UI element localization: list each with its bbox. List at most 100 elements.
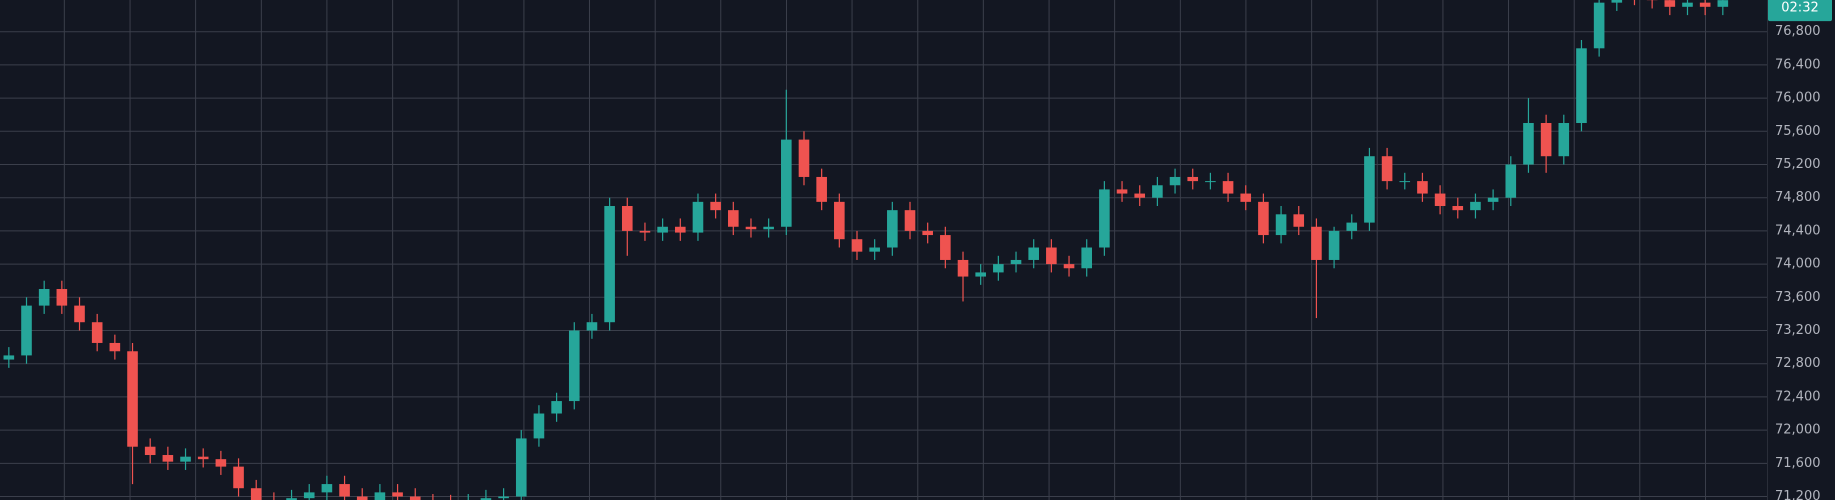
y-tick-label: 76,000 (1775, 91, 1821, 106)
candle-body (657, 226, 668, 233)
candle-body (38, 289, 50, 306)
candle-body (127, 351, 138, 447)
candle-body (887, 210, 898, 248)
y-tick-label: 73,200 (1775, 323, 1821, 338)
current-price-box (1768, 0, 1832, 22)
countdown-label: 02:32 (1781, 1, 1818, 16)
candle-body (1081, 247, 1093, 269)
candle-body (1558, 123, 1570, 157)
candle-body (1381, 156, 1393, 182)
y-tick-label: 75,200 (1775, 157, 1821, 172)
candle-body (1346, 222, 1358, 231)
candle-body (321, 484, 333, 493)
candle-body (1293, 214, 1305, 227)
candle-body (3, 355, 15, 360)
y-tick-label: 73,600 (1775, 290, 1821, 305)
candle-body (1523, 123, 1534, 165)
candle-body (480, 498, 492, 500)
candle-body (1311, 226, 1322, 260)
candle-body (1593, 2, 1605, 49)
candle-body (922, 230, 933, 236)
y-tick-label: 74,400 (1775, 223, 1821, 238)
candle-body (144, 446, 156, 456)
candle-body (392, 492, 403, 497)
candle-body (1611, 0, 1623, 3)
candle-body (1417, 181, 1428, 194)
candle-body (745, 226, 757, 230)
candle-body (1470, 201, 1481, 211)
candle-body (728, 210, 739, 227)
candle-body (710, 201, 721, 211)
candle-body (1222, 181, 1234, 194)
candle-body (639, 230, 651, 233)
candle-body (1240, 193, 1252, 202)
candle-body (551, 401, 562, 414)
candle-body (74, 305, 85, 323)
candle-body (1134, 193, 1146, 198)
y-tick-label: 74,000 (1775, 257, 1821, 272)
candle-body (21, 305, 32, 356)
candle-body (1099, 189, 1110, 248)
candle-body (233, 466, 244, 489)
candle-body (1152, 185, 1163, 198)
candle-body (1576, 48, 1587, 124)
candle-body (1205, 181, 1216, 183)
candle-body (1699, 2, 1711, 7)
candle-body (498, 496, 509, 499)
candle-body (1046, 247, 1057, 265)
candle-body (1169, 176, 1181, 186)
candle-body (621, 206, 633, 231)
candle-body (993, 264, 1004, 273)
y-tick-label: 76,400 (1775, 57, 1821, 72)
candle-body (56, 289, 68, 306)
candle-body (1275, 214, 1287, 236)
candle-body (975, 272, 986, 277)
candle-body (515, 438, 527, 497)
candle-body (1028, 247, 1039, 260)
candle-body (940, 235, 951, 260)
y-tick-label: 74,800 (1775, 190, 1821, 205)
candle-body (1505, 164, 1517, 198)
candle-body (303, 492, 315, 499)
candle-body (834, 201, 845, 240)
candle-body (1364, 156, 1375, 223)
candle-body (1116, 189, 1128, 194)
candle-body (1010, 259, 1022, 265)
candle-body (533, 413, 545, 439)
candle-body (816, 176, 827, 202)
y-tick-label: 72,800 (1775, 356, 1821, 371)
candle-body (1682, 2, 1693, 7)
candle-body (409, 496, 421, 500)
candle-body (1258, 201, 1269, 236)
candle-body (1187, 176, 1199, 182)
candle-body (162, 455, 174, 462)
candle-body (1399, 181, 1411, 183)
candle-body (374, 492, 386, 500)
candle-body (286, 498, 297, 500)
candle-body (851, 239, 863, 252)
candle-body (763, 226, 774, 230)
y-tick-label: 72,400 (1775, 389, 1821, 404)
candle-body (1434, 193, 1446, 207)
candle-body (692, 201, 704, 233)
y-tick-label: 71,200 (1775, 489, 1821, 500)
candle-body (1063, 264, 1075, 269)
candle-body (957, 259, 969, 277)
candle-body (798, 139, 810, 177)
candle-body (1328, 230, 1340, 260)
candle-body (586, 322, 598, 331)
candle-body (91, 322, 103, 343)
candle-body (1487, 197, 1499, 202)
y-tick-label: 72,000 (1775, 423, 1821, 438)
candle-body (604, 206, 615, 323)
candle-body (904, 210, 916, 231)
candle-body (180, 456, 191, 462)
candle-body (356, 496, 368, 500)
candle-body (1717, 0, 1729, 7)
candle-body (674, 226, 686, 233)
candle-body (339, 484, 350, 497)
candle-body (250, 488, 262, 500)
candle-body (1540, 123, 1552, 157)
